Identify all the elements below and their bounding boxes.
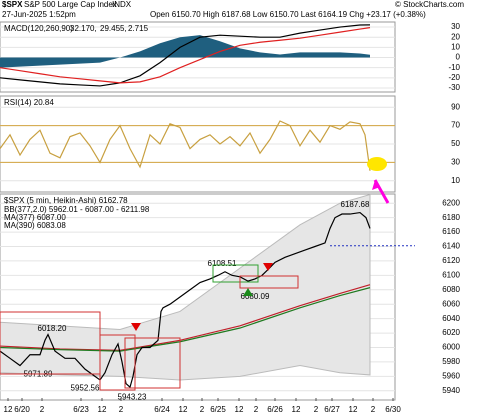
x-tick-label: 2 (314, 405, 319, 414)
series-line (0, 27, 371, 84)
arrow-down (263, 263, 273, 271)
y-tick-label: 6020 (442, 328, 460, 337)
panel-label: RSI(14) 20.84 (4, 98, 54, 107)
y-tick-label: 30 (451, 158, 460, 167)
series-line (0, 287, 371, 352)
x-tick-label: 12 (292, 405, 301, 414)
index-name: S&P 500 Large Cap Index (24, 0, 117, 9)
highlight (367, 157, 387, 171)
y-tick-label: -10 (448, 63, 460, 72)
histogram (0, 35, 370, 68)
x-tick-label: 6/20 (14, 405, 30, 414)
box (124, 337, 181, 389)
panel-frame (0, 193, 396, 401)
box (212, 264, 259, 283)
arrow-up (243, 288, 253, 296)
x-tick-label: 6/25 (210, 405, 226, 414)
panel-label: MACD(120,260,90) (4, 24, 73, 33)
y-tick-label: 10 (451, 42, 460, 51)
x-tick-label: 2 (40, 405, 45, 414)
x-tick-label: 12 (98, 405, 107, 414)
y-tick-label: 70 (451, 121, 460, 130)
y-tick-label: 6200 (442, 198, 460, 207)
price-annotation: 6187.68 (341, 200, 370, 209)
x-tick-label: 2 (200, 405, 205, 414)
x-tick-label: 2 (254, 405, 259, 414)
y-tick-label: 6040 (442, 314, 460, 323)
x-tick-label: 2 (119, 405, 124, 414)
price-annotation: 6018.20 (38, 324, 67, 333)
x-tick-label: 6/27 (324, 405, 340, 414)
panel: 90 70 50 30 10 RSI(14) 20.84 (0, 95, 461, 193)
x-tick-label: 12 (235, 405, 244, 414)
ohlc: Open 6150.70 High 6187.68 Low 6150.70 La… (150, 10, 426, 19)
y-tick-label: 6140 (442, 242, 460, 251)
y-tick-label: 0 (456, 53, 461, 62)
panel-label: 2.715 (128, 24, 149, 33)
x-tick-label: 12 (179, 405, 188, 414)
price-annotation: 6080.09 (241, 292, 270, 301)
panel-label: BB(377,2.0) 5962.01 - 6087.00 - 6211.98 (4, 205, 150, 214)
box (99, 334, 136, 391)
series-line (0, 211, 371, 389)
y-tick-label: 5940 (442, 386, 460, 395)
x-tick-label: 6/26 (267, 405, 283, 414)
y-tick-label: 30 (451, 22, 460, 31)
price-annotation: 5943.23 (118, 392, 147, 401)
y-tick-label: 50 (451, 139, 460, 148)
panel-label: 29.455, (100, 24, 127, 33)
y-tick-label: 6100 (442, 270, 460, 279)
y-tick-label: 6000 (442, 343, 460, 352)
x-tick-label: 6/30 (385, 405, 401, 414)
y-tick-label: -20 (448, 73, 460, 82)
x-tick-label: 12 (349, 405, 358, 414)
x-tick-label: 2 (371, 405, 376, 414)
arrow-down (131, 323, 141, 331)
date: 27-Jun-2025 1:52pm (2, 10, 76, 19)
box (239, 275, 299, 289)
x-tick-label: 12 (4, 405, 13, 414)
y-tick-label: 6180 (442, 213, 460, 222)
boxes (0, 263, 299, 391)
panel-label: MA(377) 6087.00 (4, 213, 66, 222)
price-annotation: 6108.51 (208, 259, 237, 268)
y-tick-label: -30 (448, 83, 460, 92)
y-tick-label: 5980 (442, 357, 460, 366)
y-tick-label: 6060 (442, 299, 460, 308)
price-annotation: 5952.56 (71, 384, 100, 393)
x-tick-label: 6/23 (73, 405, 89, 414)
y-tick-label: 5960 (442, 371, 460, 380)
panel: 6200 6180 6160 6140 6120 6100 6080 6060 6040 6020… (0, 193, 461, 414)
symbol: $SPX (2, 0, 23, 9)
panel-frame (0, 21, 396, 93)
y-tick-label: 6160 (442, 227, 460, 236)
y-tick-label: 90 (451, 102, 460, 111)
series-line (0, 284, 371, 351)
panel-label: $SPX (5 min, Heikin-Ashi) 6162.78 (4, 196, 128, 205)
arrow-head (372, 180, 380, 190)
y-tick-label: 10 (451, 176, 460, 185)
series-line (0, 24, 371, 87)
x-tick-label: 6/24 (154, 405, 170, 414)
series-line (0, 120, 371, 171)
y-tick-label: 6080 (442, 285, 460, 294)
panel-label: MA(390) 6083.08 (4, 221, 66, 230)
y-tick-label: 6120 (442, 256, 460, 265)
credit: © StockCharts.com (395, 0, 464, 9)
y-tick-label: 20 (451, 32, 460, 41)
panel-label: 32.170, (70, 24, 97, 33)
exchange: INDX (112, 0, 132, 9)
